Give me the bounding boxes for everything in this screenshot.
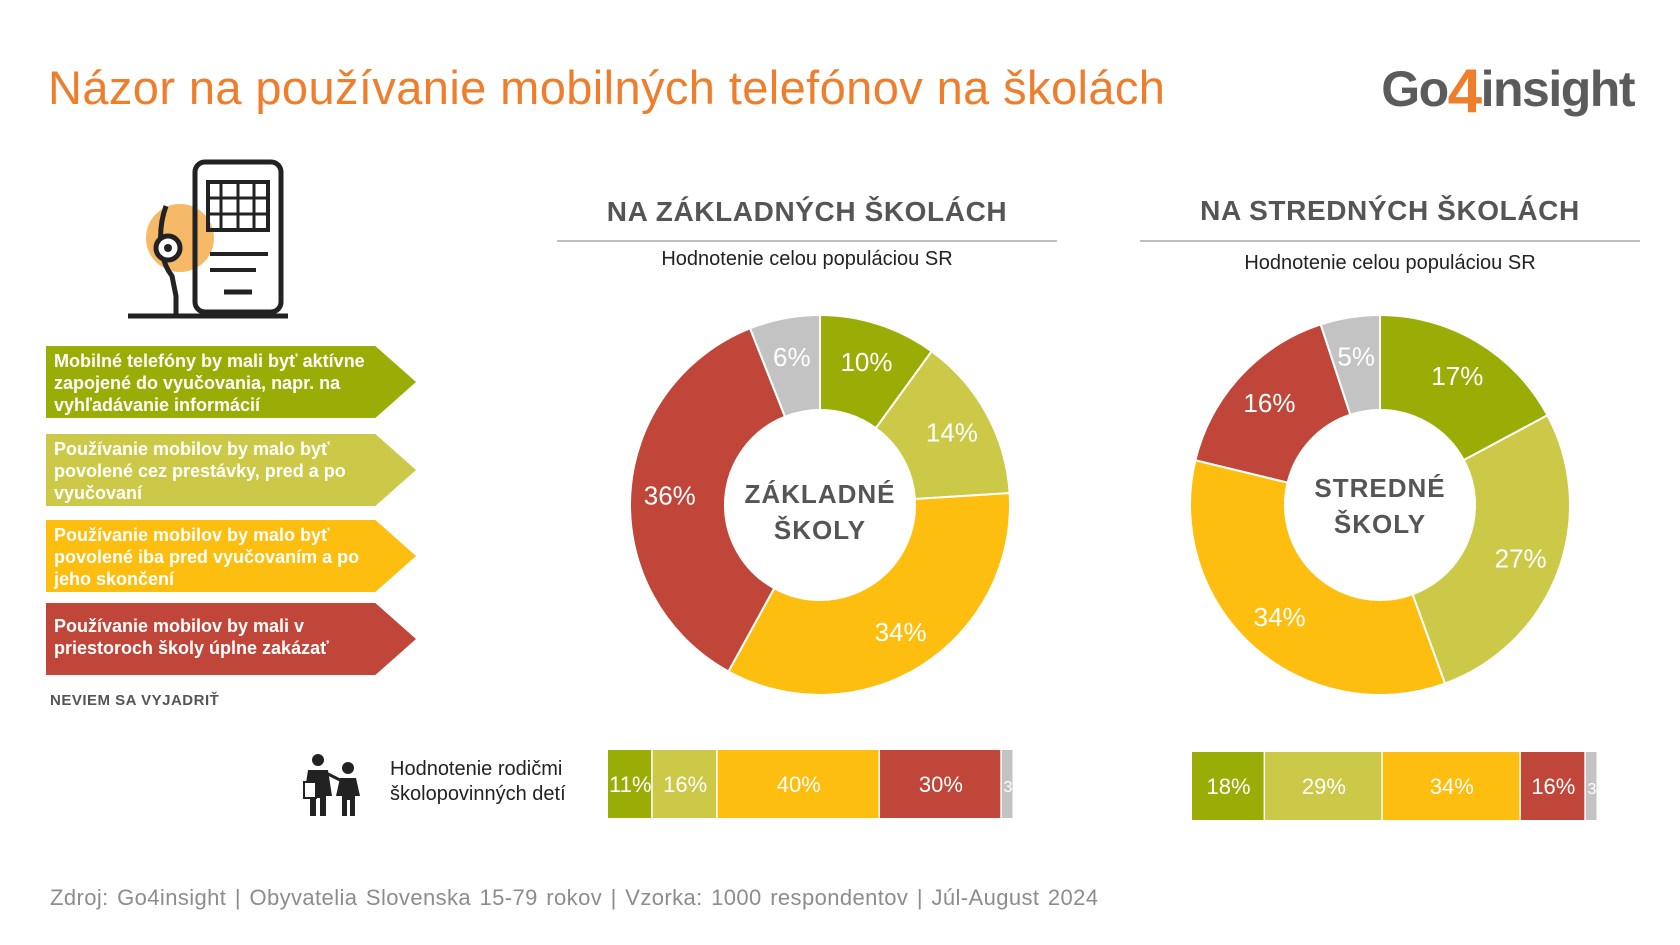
legend-label: Používanie mobilov by malo byť povolené …: [54, 439, 346, 503]
donut-slice-ban: [1194, 323, 1352, 484]
parent-child-icon: [303, 754, 360, 816]
bar-segment-breaks: [1265, 752, 1382, 820]
bar-segment-ban: [1520, 752, 1585, 820]
legend-item-active: Mobilné telefóny by mali byť aktívne zap…: [46, 346, 416, 418]
donut-data-label: 27%: [1495, 544, 1547, 574]
legend-item-dont-know: NEVIEM SA VYJADRIŤ: [50, 692, 220, 709]
bar-data-label: 3: [1003, 779, 1012, 796]
parents-label-line1: Hodnotenie rodičmi: [390, 758, 563, 780]
source-note: Zdroj: Go4insight | Obyvatelia Slovenska…: [50, 885, 1099, 910]
donut-slice-dont-know: [1319, 313, 1381, 417]
bar-data-label: 18%: [1207, 774, 1251, 799]
bar-segment-before-after: [717, 750, 879, 818]
bar-segment-active: [1192, 752, 1264, 820]
bar-data-label: 11%: [609, 772, 651, 797]
section-heading-primary: NA ZÁKLADNÝCH ŠKOLÁCH: [606, 196, 1008, 227]
smartphone-head-icon: [128, 159, 288, 319]
legend-item-breaks: Používanie mobilov by malo byť povolené …: [46, 434, 416, 506]
logo-suffix: insight: [1480, 61, 1636, 117]
donut-slice-active: [1379, 313, 1549, 462]
donut-data-label: 14%: [926, 417, 978, 447]
logo-prefix: Go: [1381, 61, 1449, 117]
bar-data-label: 34%: [1430, 774, 1474, 799]
donut-data-label: 17%: [1431, 361, 1483, 391]
donut-data-label: 36%: [644, 481, 696, 511]
stacked-bar-secondary: 18% 29% 34% 16% 3: [1192, 752, 1597, 820]
bar-data-label: 40%: [777, 772, 821, 797]
bar-data-label: 16%: [1531, 774, 1575, 799]
donut-center-label: ŠKOLY: [1334, 509, 1426, 539]
donut-center-label: STREDNÉ: [1314, 473, 1445, 503]
bar-data-label: 3: [1587, 781, 1596, 798]
bar-segment-breaks: [652, 750, 717, 818]
bar-data-label: 16%: [663, 772, 707, 797]
donut-chart-secondary: 17% 27% 34% 16% 5% STREDNÉ ŠKOLY: [1189, 313, 1571, 696]
donut-data-label: 34%: [1254, 602, 1306, 632]
bar-segment-active: [608, 750, 652, 818]
donut-center-label: ZÁKLADNÉ: [745, 479, 896, 509]
brand-logo: Go4insight: [1381, 50, 1636, 126]
bar-segment-dont-know: [1001, 750, 1013, 818]
donut-data-label: 16%: [1243, 388, 1295, 418]
bar-data-label: 30%: [919, 772, 963, 797]
legend-item-ban: Používanie mobilov by mali v priestoroch…: [46, 603, 416, 675]
donut-data-label: 5%: [1337, 341, 1375, 371]
donut-slice-before-after: [1189, 458, 1447, 696]
legend-label: Používanie mobilov by malo byť povolené …: [54, 525, 360, 589]
legend-label: Používanie mobilov by mali v priestoroch…: [54, 616, 329, 658]
bar-data-label: 29%: [1302, 774, 1346, 799]
section-divider: [557, 240, 1057, 242]
section-subtitle-secondary: Hodnotenie celou populáciou SR: [1244, 252, 1536, 274]
donut-slice-dont-know: [748, 313, 821, 418]
donut-data-label: 6%: [773, 342, 811, 372]
legend-item-before-after: Používanie mobilov by malo byť povolené …: [46, 520, 416, 592]
bar-segment-ban: [880, 750, 1001, 818]
donut-data-label: 34%: [875, 617, 927, 647]
section-divider: [1140, 240, 1640, 242]
stacked-bar-primary: 11% 16% 40% 30% 3: [608, 750, 1013, 818]
legend-label: Mobilné telefóny by mali byť aktívne zap…: [54, 351, 365, 415]
bar-segment-before-after: [1382, 752, 1520, 820]
section-heading-secondary: NA STREDNÝCH ŠKOLÁCH: [1200, 195, 1580, 226]
donut-slice-breaks: [1411, 413, 1571, 685]
donut-slice-ban: [629, 327, 787, 673]
section-subtitle-primary: Hodnotenie celou populáciou SR: [661, 248, 953, 270]
bar-segment-dont-know: [1585, 752, 1597, 820]
donut-slice-before-after: [727, 492, 1011, 696]
logo-digit: 4: [1447, 57, 1482, 126]
parents-rating-label: Hodnotenie rodičmi školopovinných detí: [390, 757, 566, 807]
donut-data-label: 10%: [840, 347, 892, 377]
donut-chart-primary: 10% 14% 34% 36% 6% ZÁKLADNÉ ŠKOLY: [629, 313, 1011, 696]
parents-label-line2: školopovinných detí: [390, 783, 566, 805]
donut-center-label: ŠKOLY: [774, 515, 866, 545]
page-title: Názor na používanie mobilných telefónov …: [48, 61, 1166, 114]
